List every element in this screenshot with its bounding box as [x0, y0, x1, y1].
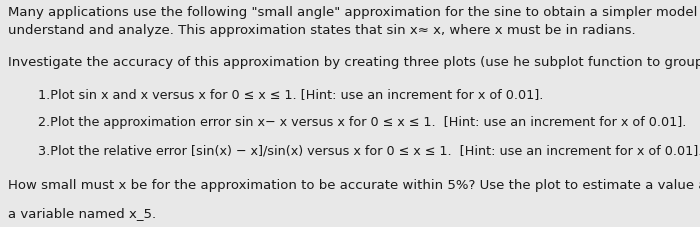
Text: How small must x be for the approximation to be accurate within 5%? Use the plot: How small must x be for the approximatio…	[8, 178, 700, 191]
Text: 1.Plot sin x and x versus x for 0 ≤ x ≤ 1. [Hint: use an increment for x of 0.01: 1.Plot sin x and x versus x for 0 ≤ x ≤ …	[38, 87, 544, 100]
Text: Investigate the accuracy of this approximation by creating three plots (use he s: Investigate the accuracy of this approxi…	[8, 56, 700, 69]
Text: a variable named x_5.: a variable named x_5.	[8, 207, 157, 220]
Text: 2.Plot the approximation error sin x− x versus x for 0 ≤ x ≤ 1.  [Hint: use an i: 2.Plot the approximation error sin x− x …	[38, 116, 687, 129]
Text: 3.Plot the relative error [sin(x) − x]/sin(x) versus x for 0 ≤ x ≤ 1.  [Hint: us: 3.Plot the relative error [sin(x) − x]/s…	[38, 144, 700, 157]
Text: Many applications use the following "small angle" approximation for the sine to : Many applications use the following "sma…	[8, 6, 700, 19]
Text: understand and analyze. This approximation states that sin x≈ x, where x must be: understand and analyze. This approximati…	[8, 24, 636, 37]
